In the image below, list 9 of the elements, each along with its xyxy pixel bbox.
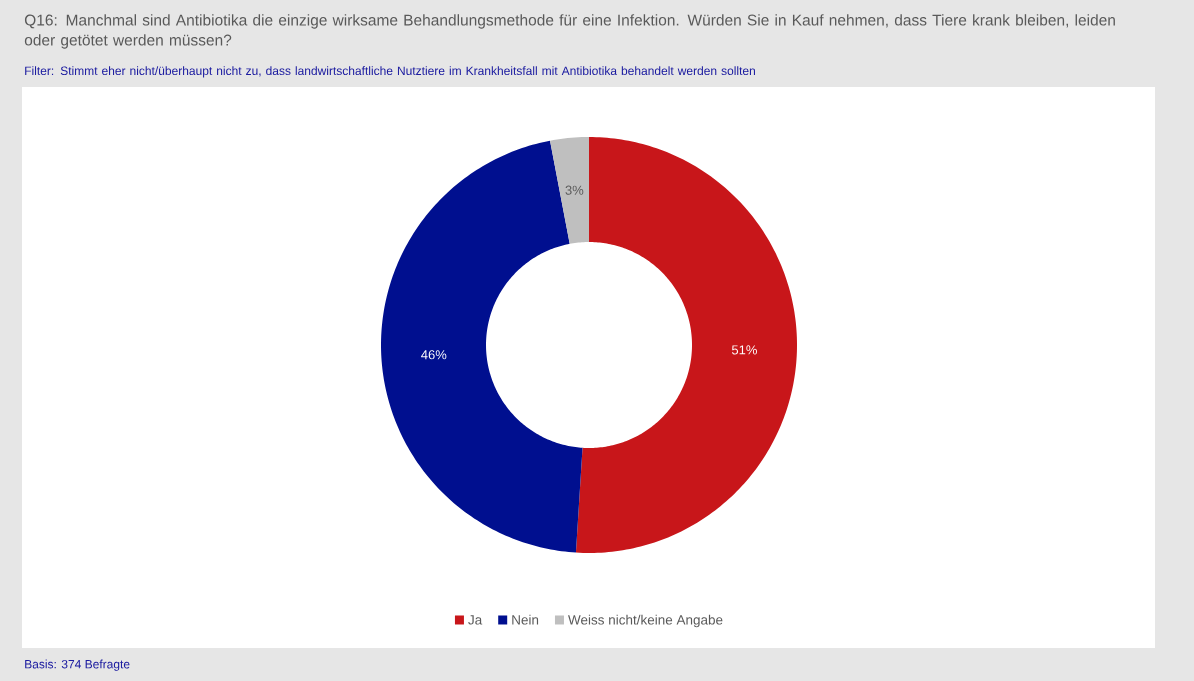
data-label: 3% [565,185,584,195]
chart-subtitle: Filter: Stimmt eher nicht/überhaupt nicht zu, dass landwirtschaftliche Nutztiere im Krankheitsfall mit Antibiotika behandelt werden sollten [25,66,755,78]
legend-label: Weiss nicht/keine Angabe [568,614,723,628]
chart-title: Q16: Manchmal sind Antibiotika die einzige wirksame Behandlungsmethode für eine Infektion. Würden Sie in Kauf nehmen, dass Tiere krank bleiben, leiden oder getötet werden müssen? [24,14,1115,49]
data-label: 46% [421,350,447,360]
legend-label: Nein [512,614,539,625]
data-label: 51% [731,345,757,355]
legend-label: Ja [468,615,483,625]
text: Basis: 374 Befragte [25,659,130,671]
